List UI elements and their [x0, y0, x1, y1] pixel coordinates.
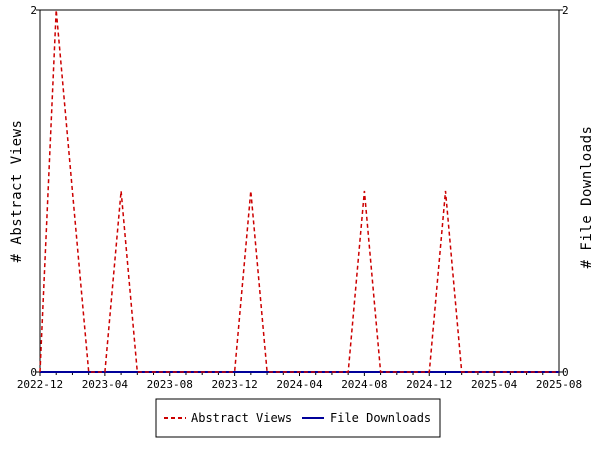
y-axis-labels: 0 2 0 2: [30, 4, 568, 379]
x-tick-label: 2025-08: [536, 378, 582, 391]
y-left-tick-label: 0: [30, 366, 37, 379]
x-tick-label: 2025-04: [471, 378, 518, 391]
y-left-tick-label: 2: [30, 4, 37, 17]
legend: Abstract Views File Downloads: [155, 398, 441, 438]
x-tick-label: 2023-08: [147, 378, 193, 391]
legend-label-abstract-views: Abstract Views: [191, 411, 292, 425]
legend-box: [155, 398, 441, 438]
plot-frame: [39, 9, 560, 373]
series-line-abstract-views: [39, 9, 559, 373]
x-axis-labels: 2022-12 2023-04 2023-08 2023-12 2024-04 2024-…: [17, 378, 582, 391]
x-tick-label: 2024-12: [406, 378, 452, 391]
x-tick-label: 2023-12: [211, 378, 257, 391]
x-tick-label: 2022-12: [17, 378, 63, 391]
x-tick-label: 2024-08: [341, 378, 387, 391]
legend-label-file-downloads: File Downloads: [330, 411, 431, 425]
x-tick-label: 2024-04: [276, 378, 323, 391]
y-left-axis-title: # Abstract Views: [9, 120, 25, 263]
y-right-tick-label: 0: [562, 366, 569, 379]
series-layer: [39, 9, 559, 373]
y-right-tick-label: 2: [562, 4, 569, 17]
y-right-axis-title: # File Downloads: [579, 126, 595, 269]
x-tick-label: 2023-04: [82, 378, 129, 391]
